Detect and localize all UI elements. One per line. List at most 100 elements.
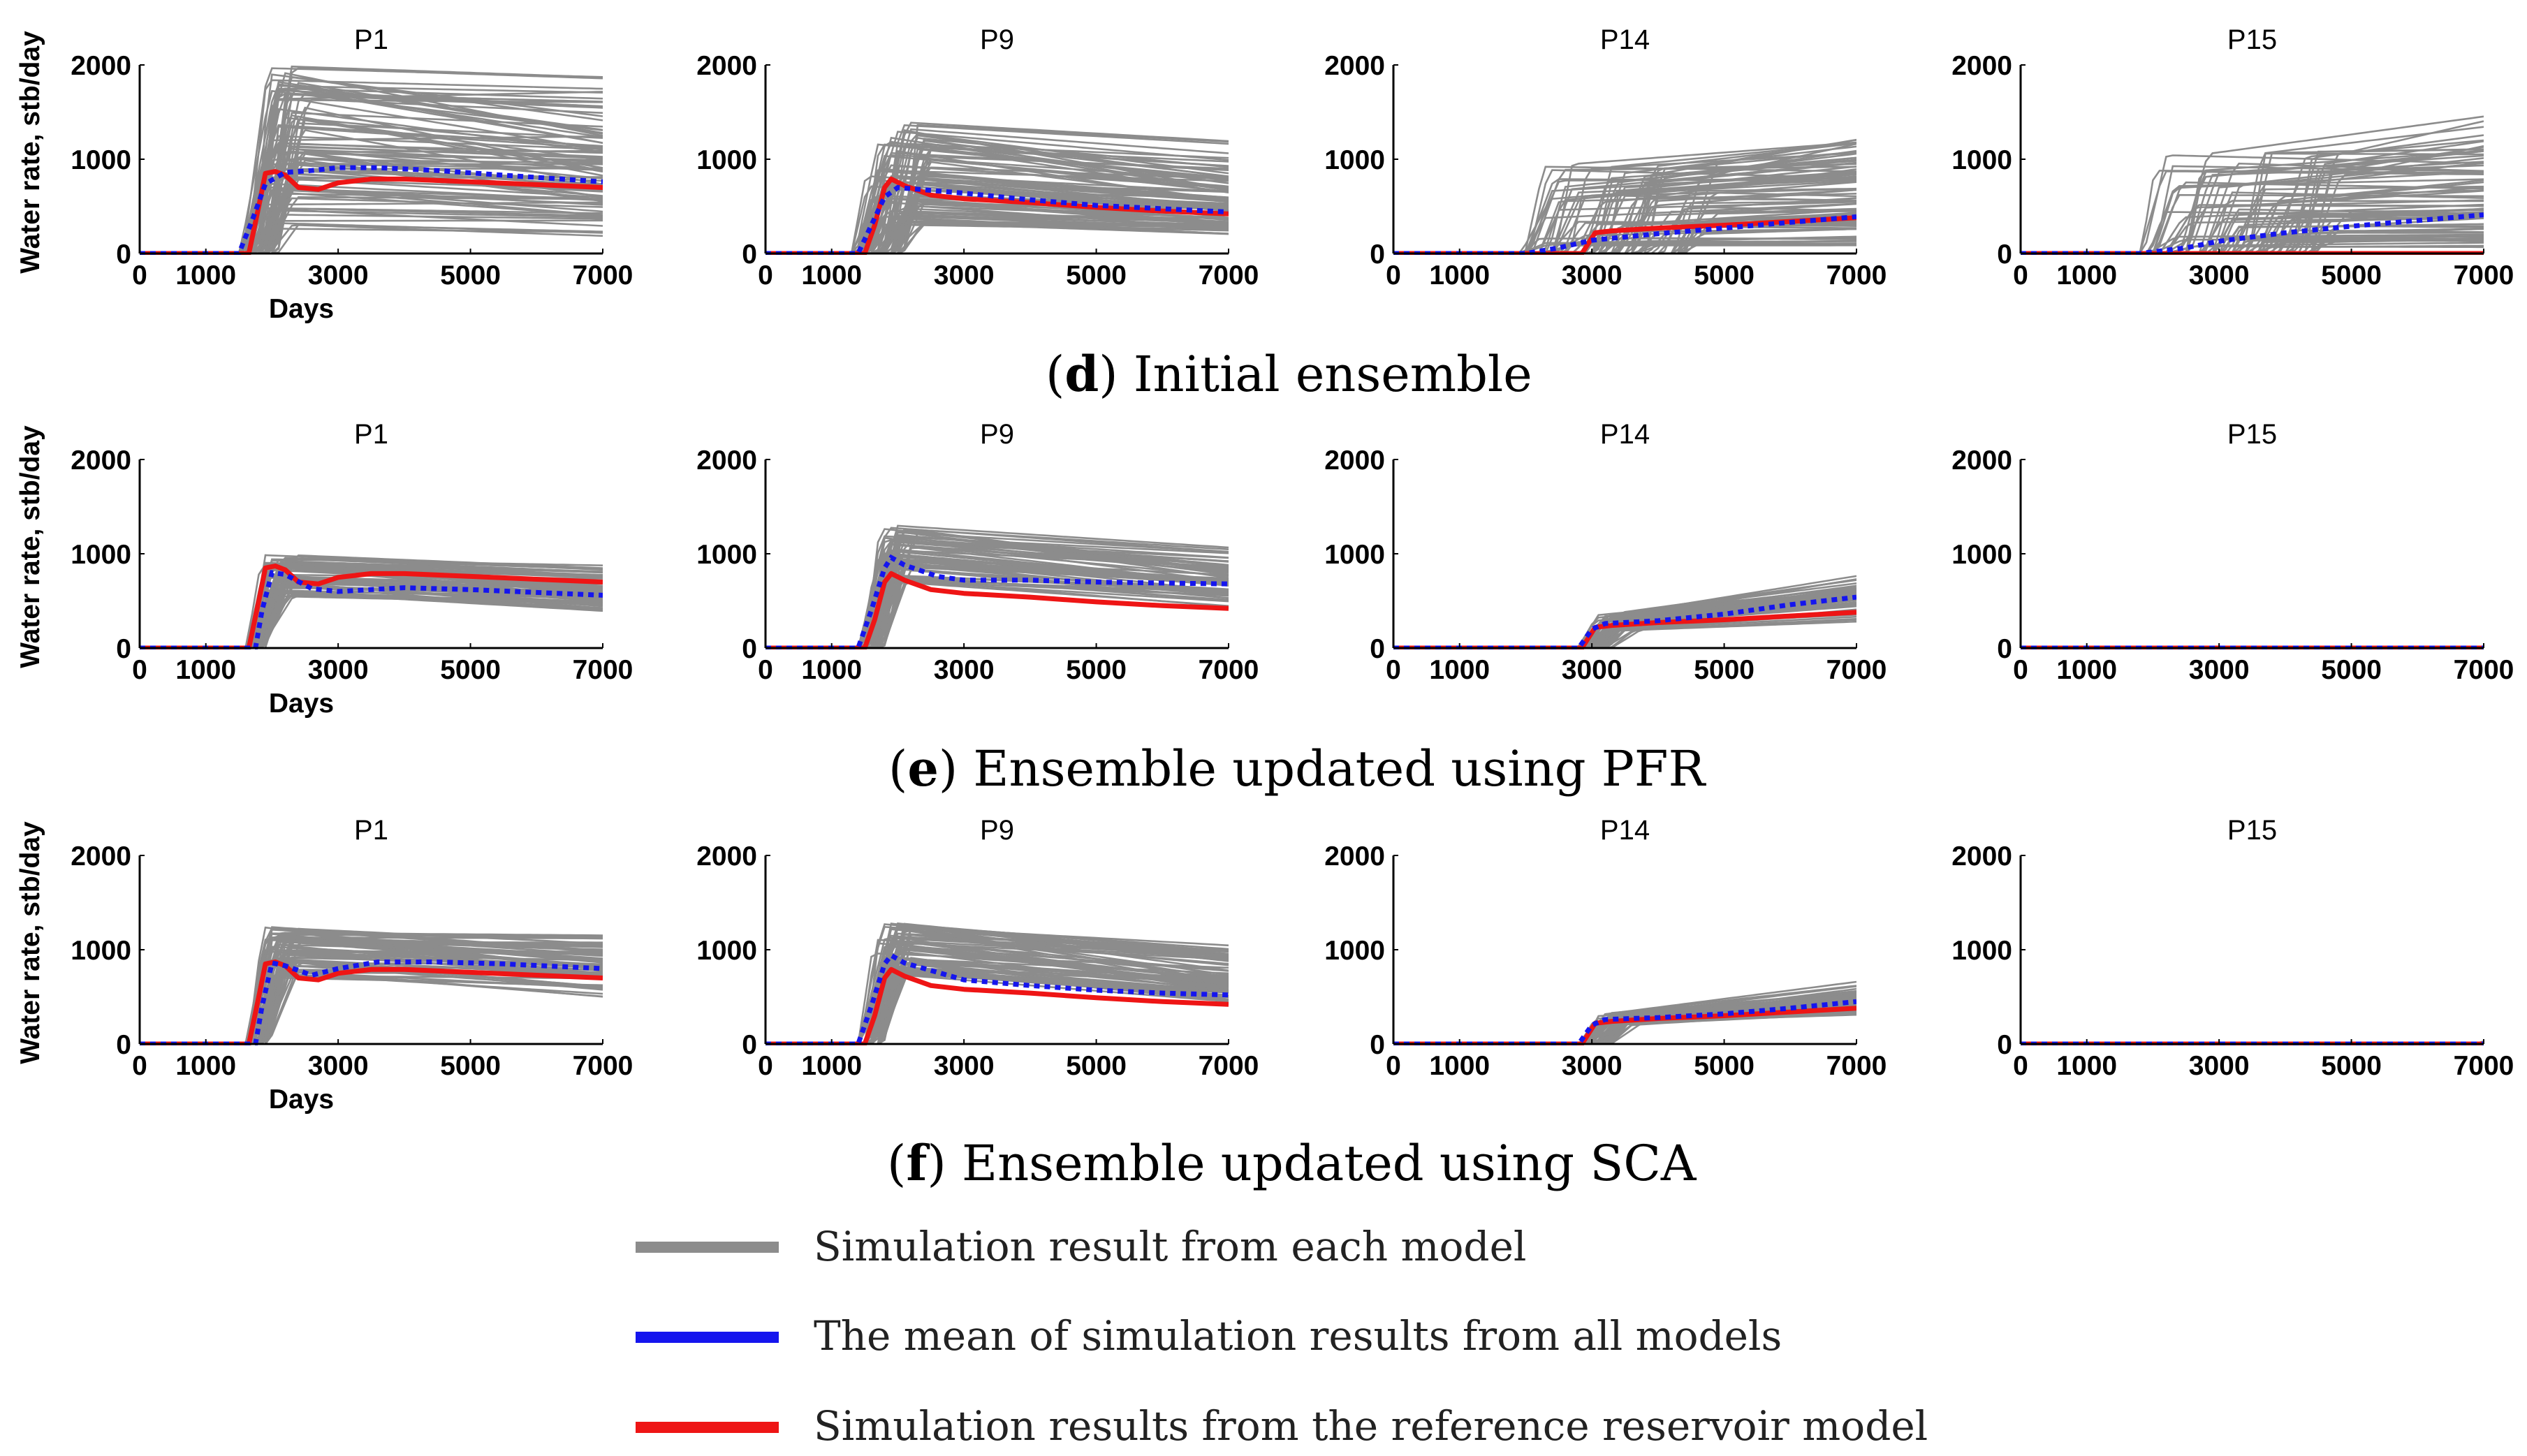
- y-tick-label: 0: [1997, 240, 2012, 270]
- mean-line: [140, 165, 603, 255]
- x-tick-label: 3000: [1562, 1051, 1623, 1081]
- x-axis-label: Days: [269, 294, 334, 324]
- panel-title: P9: [980, 815, 1014, 846]
- x-tick-label: 1000: [2056, 655, 2117, 685]
- y-tick-label: 2000: [1951, 51, 2012, 81]
- x-tick-label: 1000: [801, 655, 862, 685]
- x-tick-label: 0: [2013, 260, 2028, 291]
- x-tick-label: 1000: [801, 1051, 862, 1081]
- x-tick-label: 5000: [1694, 655, 1755, 685]
- y-tick-label: 0: [742, 634, 757, 664]
- y-tick-label: 1000: [1951, 936, 2012, 966]
- x-tick-label: 0: [132, 260, 147, 291]
- x-tick-label: 0: [2013, 655, 2028, 685]
- x-tick-label: 1000: [1429, 260, 1490, 291]
- ensemble-curves: [2021, 115, 2484, 255]
- x-axis-label: Days: [269, 689, 334, 719]
- panel-title: P15: [2227, 419, 2277, 450]
- plot-area: [140, 554, 603, 649]
- caption-f: (f) Ensemble updated using SCA: [887, 1134, 1697, 1192]
- x-tick-label: 1000: [175, 655, 236, 685]
- x-tick-label: 0: [758, 1051, 773, 1081]
- y-tick-label: 2000: [1324, 841, 1385, 872]
- ensemble-curves: [140, 926, 603, 1045]
- y-tick-label: 1000: [696, 936, 757, 966]
- chart-panel: 0 1000 3000 5000 7000 0 1000 2000 P9: [696, 815, 1259, 1081]
- y-tick-label: 0: [116, 634, 131, 664]
- y-tick-label: 1000: [1324, 936, 1385, 966]
- x-tick-label: 7000: [1826, 1051, 1887, 1081]
- panel-title: P14: [1600, 24, 1650, 55]
- panel-title: P1: [354, 815, 388, 846]
- y-tick-label: 1000: [1951, 145, 2012, 175]
- reference-line: [766, 571, 1229, 649]
- x-tick-label: 5000: [1066, 655, 1127, 685]
- y-axis-label: Water rate, stb/day: [15, 31, 45, 274]
- x-tick-label: 7000: [2454, 260, 2514, 291]
- y-axis-label: Water rate, stb/day: [15, 425, 45, 668]
- chart-panel: 0 1000 3000 5000 7000 0 1000 2000 P9: [696, 24, 1259, 291]
- y-tick-label: 2000: [1951, 841, 2012, 872]
- ensemble-line: [140, 976, 603, 1045]
- x-tick-label: 5000: [2321, 260, 2382, 291]
- y-tick-label: 1000: [71, 145, 131, 175]
- y-tick-label: 2000: [71, 51, 131, 81]
- chart-panels: 0 1000 3000 5000 7000 0 1000 2000 P1 Water rate, …: [15, 24, 2514, 1115]
- x-tick-label: 1000: [1429, 1051, 1490, 1081]
- panel-title: P1: [354, 24, 388, 55]
- x-tick-label: 3000: [308, 260, 369, 291]
- chart-panel: 0 1000 3000 5000 7000 0 1000 2000 P15: [1951, 815, 2514, 1081]
- legend-label-mean: The mean of simulation results from all …: [814, 1312, 1782, 1360]
- ensemble-line: [140, 974, 603, 1045]
- chart-panel: 0 1000 3000 5000 7000 0 1000 2000 P15: [1951, 24, 2514, 291]
- chart-panel: 0 1000 3000 5000 7000 0 1000 2000 P15: [1951, 419, 2514, 685]
- x-tick-label: 0: [758, 655, 773, 685]
- x-tick-label: 7000: [2454, 1051, 2514, 1081]
- mean-line: [140, 959, 603, 1045]
- x-tick-label: 7000: [2454, 655, 2514, 685]
- x-tick-label: 5000: [1066, 260, 1127, 291]
- panel-title: P15: [2227, 815, 2277, 846]
- x-tick-label: 5000: [1694, 1051, 1755, 1081]
- y-tick-label: 2000: [696, 51, 757, 81]
- y-tick-label: 0: [116, 240, 131, 270]
- x-tick-label: 5000: [2321, 1051, 2382, 1081]
- ensemble-curves: [140, 65, 603, 255]
- panel-title: P9: [980, 419, 1014, 450]
- y-tick-label: 0: [742, 1030, 757, 1060]
- x-tick-label: 3000: [934, 655, 995, 685]
- x-tick-label: 7000: [573, 655, 633, 685]
- y-tick-label: 1000: [71, 936, 131, 966]
- x-tick-label: 7000: [573, 1051, 633, 1081]
- y-tick-label: 2000: [71, 446, 131, 476]
- panel-title: P1: [354, 419, 388, 450]
- x-tick-label: 7000: [1199, 1051, 1259, 1081]
- x-tick-label: 0: [132, 655, 147, 685]
- x-tick-label: 7000: [1199, 655, 1259, 685]
- plot-area: [2021, 115, 2484, 255]
- chart-panel: 0 1000 3000 5000 7000 0 1000 2000 P1 Water rate, …: [15, 24, 633, 324]
- chart-panel: 0 1000 3000 5000 7000 0 1000 2000 P14: [1324, 419, 1887, 685]
- caption-e: (e) Ensemble updated using PFR: [888, 740, 1706, 797]
- legend-label-reference: Simulation results from the reference re…: [814, 1402, 1928, 1450]
- panel-title: P14: [1600, 419, 1650, 450]
- x-tick-label: 3000: [1562, 260, 1623, 291]
- y-tick-label: 1000: [71, 540, 131, 570]
- y-tick-label: 0: [1370, 1030, 1385, 1060]
- x-tick-label: 1000: [1429, 655, 1490, 685]
- x-tick-label: 5000: [1694, 260, 1755, 291]
- y-tick-label: 1000: [1951, 540, 2012, 570]
- x-tick-label: 1000: [175, 260, 236, 291]
- ensemble-curves: [766, 524, 1229, 649]
- ensemble-curves: [140, 554, 603, 649]
- x-tick-label: 5000: [1066, 1051, 1127, 1081]
- x-tick-label: 0: [1386, 260, 1401, 291]
- mean-line: [1393, 999, 1856, 1045]
- plot-area: [1393, 138, 1856, 255]
- y-tick-label: 2000: [1324, 446, 1385, 476]
- x-tick-label: 1000: [175, 1051, 236, 1081]
- mean-line: [766, 184, 1229, 255]
- x-tick-label: 1000: [2056, 1051, 2117, 1081]
- x-tick-label: 0: [2013, 1051, 2028, 1081]
